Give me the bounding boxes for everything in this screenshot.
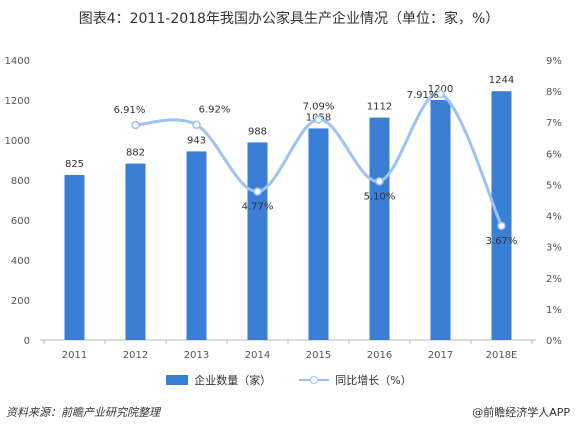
growth-value-label: 7.09% (303, 101, 335, 112)
y-left-tick-label: 200 (11, 296, 30, 307)
legend-item-line: 同比增长（%） (299, 372, 412, 388)
bar-value-label: 943 (187, 135, 206, 146)
legend-label-bar: 企业数量（家） (194, 374, 272, 387)
growth-value-label: 5.10% (364, 191, 396, 202)
x-tick-label: 2014 (245, 350, 270, 361)
bar-2013 (186, 151, 207, 340)
chart-legend: 企业数量（家） 同比增长（%） (0, 372, 578, 388)
growth-value-label: 6.92% (199, 105, 231, 116)
y-right-tick-label: 3% (546, 243, 562, 254)
growth-point-2015 (314, 115, 323, 124)
x-tick-label: 2016 (367, 350, 392, 361)
y-right-tick-label: 7% (546, 118, 562, 129)
y-right-tick-label: 8% (546, 87, 562, 98)
y-right-tick-label: 5% (546, 180, 562, 191)
y-left-tick-label: 1400 (5, 56, 30, 67)
growth-value-label: 3.67% (486, 236, 518, 247)
x-tick-label: 2012 (123, 350, 148, 361)
y-right-tick-label: 4% (546, 212, 562, 223)
y-right-tick-label: 0% (546, 336, 562, 347)
y-left-tick-label: 1200 (5, 96, 30, 107)
bar-value-label: 882 (126, 148, 145, 159)
bar-2018E (491, 91, 512, 340)
bar-2011 (64, 175, 85, 340)
brand-credit: @前瞻经济学人APP (472, 406, 570, 419)
growth-point-2017 (436, 89, 445, 99)
bar-value-label: 825 (65, 159, 84, 170)
bar-2016 (369, 117, 390, 340)
y-left-tick-label: 0 (24, 336, 30, 347)
y-right-tick-label: 1% (546, 305, 562, 316)
y-left-tick-label: 600 (11, 216, 30, 227)
bar-2017 (430, 100, 451, 340)
x-tick-label: 2011 (62, 350, 87, 361)
legend-item-bar: 企业数量（家） (166, 372, 271, 388)
y-left-tick-label: 1000 (5, 136, 30, 147)
x-tick-label: 2015 (306, 350, 331, 361)
growth-point-2016 (375, 177, 384, 186)
growth-point-2014 (253, 187, 262, 196)
y-left-tick-label: 400 (11, 256, 30, 267)
bar-2014 (247, 142, 268, 340)
bar-value-label: 1200 (428, 84, 453, 95)
x-tick-label: 2018E (486, 350, 518, 361)
bar-value-label: 1244 (489, 75, 514, 86)
growth-value-label: 6.91% (114, 105, 146, 116)
legend-label-line: 同比增长（%） (335, 374, 412, 387)
bar-value-label: 988 (248, 126, 267, 137)
y-right-tick-label: 6% (546, 149, 562, 160)
growth-value-label: 4.77% (242, 202, 274, 213)
x-tick-label: 2017 (428, 350, 453, 361)
y-right-tick-label: 2% (546, 274, 562, 285)
x-tick-label: 2013 (184, 350, 209, 361)
source-note: 资料来源：前瞻产业研究院整理 (6, 406, 160, 419)
legend-bar-swatch (166, 375, 189, 385)
bar-2015 (308, 128, 329, 340)
y-left-tick-label: 800 (11, 176, 30, 187)
y-right-tick-label: 9% (546, 56, 562, 67)
growth-point-2018E (497, 221, 506, 231)
chart-title: 图表4：2011-2018年我国办公家具生产企业情况（单位：家，%） (78, 11, 500, 27)
legend-line-swatch (299, 375, 330, 385)
bar-value-label: 1112 (367, 102, 392, 113)
growth-point-2012 (131, 120, 140, 130)
growth-line (135, 92, 503, 227)
growth-point-2013 (192, 120, 201, 129)
bar-2012 (125, 163, 146, 340)
growth-value-label: 7.91% (407, 90, 439, 101)
